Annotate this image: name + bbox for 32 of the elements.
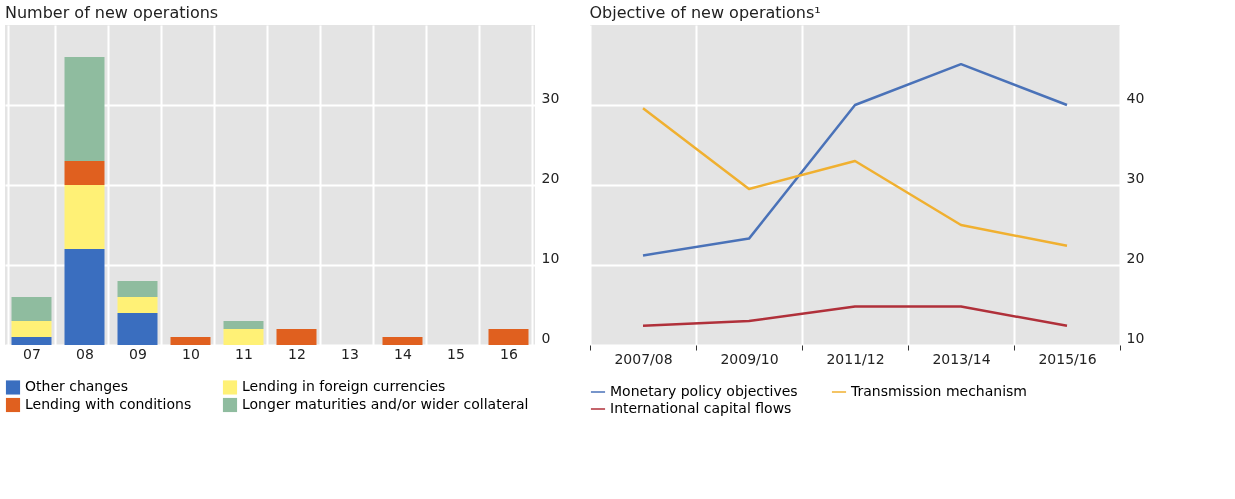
x-tick-label: 10 bbox=[182, 345, 200, 362]
x-tick-label: 2013/14 bbox=[932, 350, 991, 367]
x-tick-label: 08 bbox=[76, 345, 94, 362]
x-tick-label: 09 bbox=[129, 345, 147, 362]
legend-label: Longer maturities and/or wider collateral bbox=[242, 396, 529, 412]
legend-label: Monetary policy objectives bbox=[610, 383, 798, 399]
legend-label: Lending with conditions bbox=[25, 396, 192, 412]
y-tick-label: 10 bbox=[541, 249, 560, 266]
x-tick-label: 11 bbox=[235, 345, 253, 362]
y-tick-label: 20 bbox=[541, 169, 560, 186]
y-tick-label: 20 bbox=[1126, 249, 1145, 266]
legend-label: Lending in foreign currencies bbox=[242, 378, 446, 395]
x-tick-label: 2011/12 bbox=[826, 350, 885, 367]
x-tick-label: 2015/16 bbox=[1038, 350, 1097, 367]
x-tick-label: 12 bbox=[288, 345, 306, 362]
chart-title: Number of new operations bbox=[5, 3, 219, 22]
x-tick-label: 15 bbox=[447, 345, 465, 362]
y-tick-label: 40 bbox=[1126, 89, 1145, 106]
y-tick-label: 10 bbox=[1126, 329, 1145, 346]
legend-label: International capital flows bbox=[610, 400, 792, 416]
y-tick-label: 0 bbox=[541, 329, 551, 346]
y-tick-label: 30 bbox=[1126, 169, 1145, 186]
x-tick-label: 13 bbox=[341, 345, 359, 362]
legend-label: Transmission mechanism bbox=[850, 383, 1027, 399]
legend-label: Other changes bbox=[25, 378, 129, 395]
x-tick-label: 07 bbox=[23, 345, 41, 362]
x-tick-label: 14 bbox=[394, 345, 412, 362]
y-tick-label: 30 bbox=[541, 89, 560, 106]
x-tick-label: 2009/10 bbox=[720, 350, 779, 367]
x-tick-label: 16 bbox=[500, 345, 518, 362]
chart-title: Objective of new operations¹ bbox=[589, 3, 821, 22]
x-tick-label: 2007/08 bbox=[614, 350, 673, 367]
